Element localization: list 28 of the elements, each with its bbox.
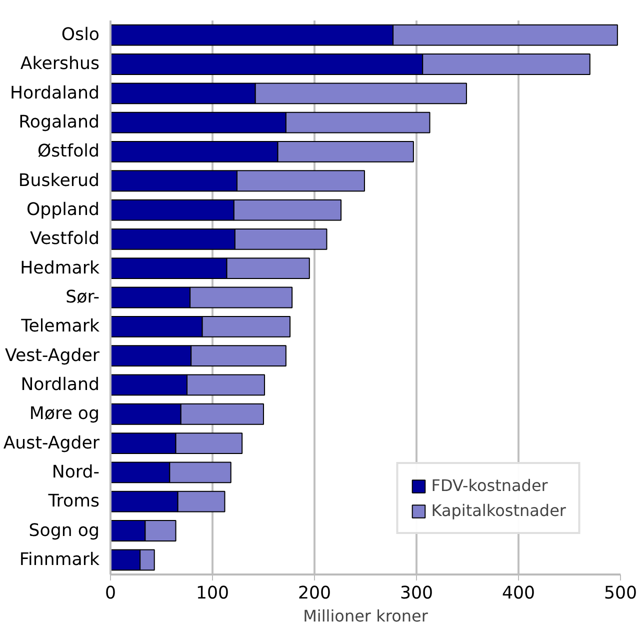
y-tick-label: Finnmark: [19, 550, 100, 570]
y-tick-label: Telemark: [20, 316, 100, 337]
x-tick-label: 500: [604, 584, 638, 604]
x-tick-label: 0: [104, 584, 116, 604]
y-tick-label: Østfold: [38, 142, 100, 162]
x-tick-label: 400: [502, 584, 536, 604]
y-tick-label: Nordland: [20, 374, 100, 395]
y-tick-label: Akershus: [20, 54, 100, 74]
y-tick-label: Hedmark: [20, 258, 100, 278]
y-tick-label: Troms: [47, 492, 100, 512]
y-tick-label: Buskerud: [18, 170, 100, 191]
x-axis-title: Millioner kroner: [303, 606, 428, 626]
x-tick-label: 200: [298, 584, 332, 604]
y-tick-label: Vestfold: [30, 229, 100, 250]
legend-label: Kapitalkostnader: [431, 501, 566, 520]
y-tick-label: Oppland: [26, 200, 100, 220]
y-tick-label: Rogaland: [18, 112, 100, 133]
y-tick-label: Sogn og: [28, 520, 100, 541]
y-tick-label: Aust-Agder: [3, 433, 100, 454]
y-tick-label: Oslo: [61, 25, 100, 46]
y-tick-label: Nord-: [52, 462, 100, 482]
x-tick-label: 300: [400, 584, 434, 604]
legend-label: FDV-kostnader: [431, 476, 548, 495]
y-tick-label: Sør-: [66, 288, 100, 308]
y-tick-label: Møre og: [29, 404, 100, 424]
y-tick-label: Vest-Agder: [5, 346, 100, 366]
x-tick-label: 100: [196, 584, 230, 604]
y-tick-label: Hordaland: [10, 83, 100, 104]
